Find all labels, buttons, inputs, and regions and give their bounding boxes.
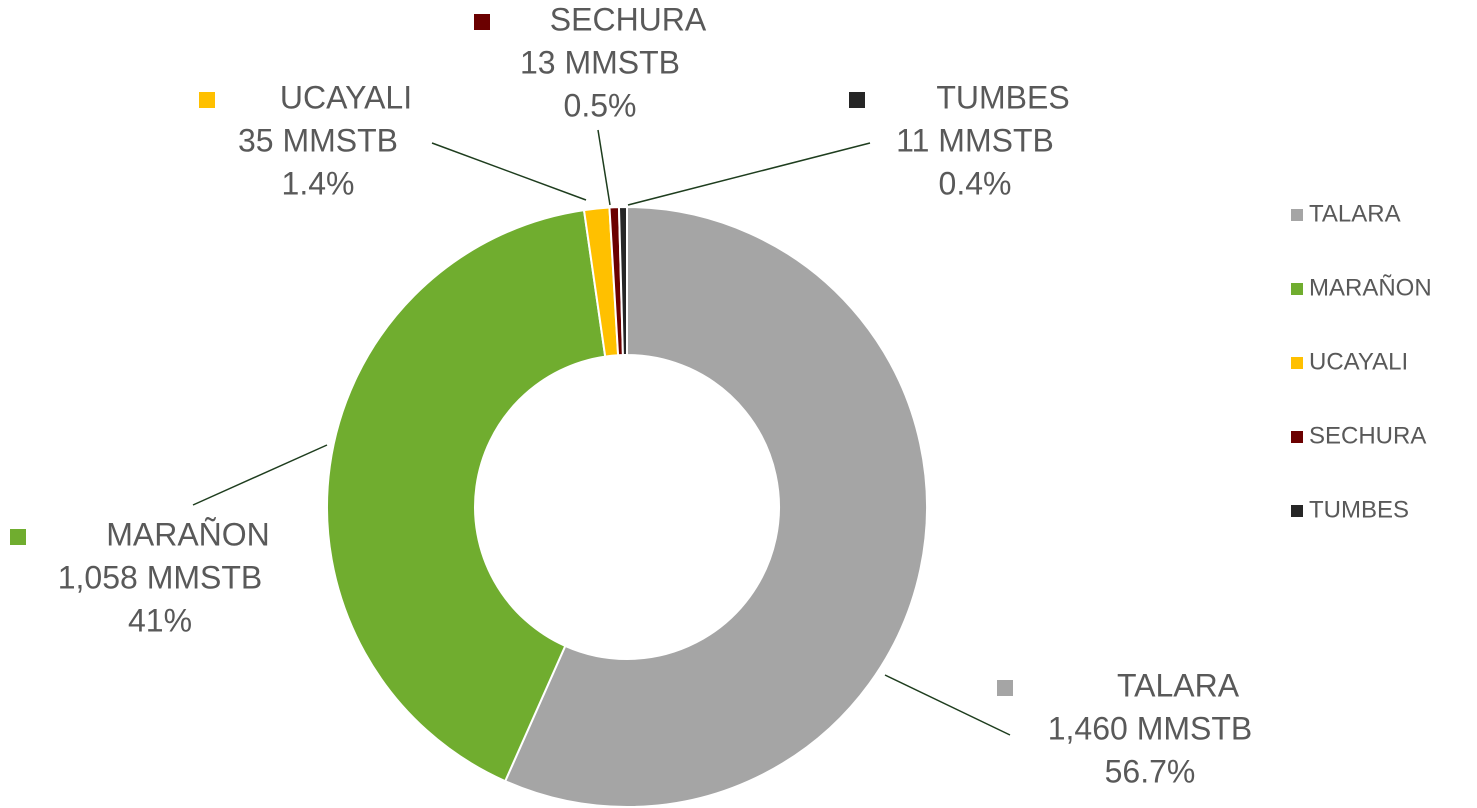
legend-label: UCAYALI (1309, 348, 1408, 375)
data-label-percent: 0.4% (939, 165, 1012, 201)
data-label-name: MARAÑON (106, 516, 270, 552)
leader-line (431, 142, 587, 201)
data-label-value: 35 MMSTB (238, 122, 398, 158)
legend-swatch (1291, 505, 1303, 517)
data-label-value: 1,058 MMSTB (58, 559, 263, 595)
leader-line (192, 444, 328, 506)
legend-swatch (1291, 209, 1303, 221)
leader-line (597, 129, 611, 206)
leader-line (627, 142, 871, 206)
legend-label: TUMBES (1309, 496, 1409, 523)
donut-slice (617, 205, 628, 357)
legend-label: SECHURA (1309, 422, 1426, 449)
data-label-percent: 0.5% (564, 87, 637, 123)
legend-swatch (1291, 431, 1303, 443)
data-label-percent: 1.4% (282, 165, 355, 201)
data-label-name: SECHURA (550, 1, 707, 37)
donut-slice (326, 208, 607, 783)
data-label-name: UCAYALI (280, 79, 412, 115)
label-marker (849, 92, 865, 108)
legend-label: MARAÑON (1309, 274, 1432, 301)
label-marker (474, 14, 490, 30)
legend-label: TALARA (1309, 200, 1401, 227)
legend-swatch (1291, 357, 1303, 369)
data-label-value: 13 MMSTB (520, 44, 680, 80)
data-label-value: 11 MMSTB (896, 122, 1054, 158)
label-marker (997, 680, 1013, 696)
leader-line (884, 674, 1011, 736)
label-marker (199, 92, 215, 108)
legend-swatch (1291, 283, 1303, 295)
data-label-name: TALARA (1117, 667, 1240, 703)
data-label-percent: 56.7% (1105, 753, 1196, 789)
data-label-value: 1,460 MMSTB (1048, 710, 1253, 746)
label-marker (10, 529, 26, 545)
donut-slice (503, 205, 928, 808)
data-label-percent: 41% (128, 602, 192, 638)
data-label-name: TUMBES (936, 79, 1069, 115)
